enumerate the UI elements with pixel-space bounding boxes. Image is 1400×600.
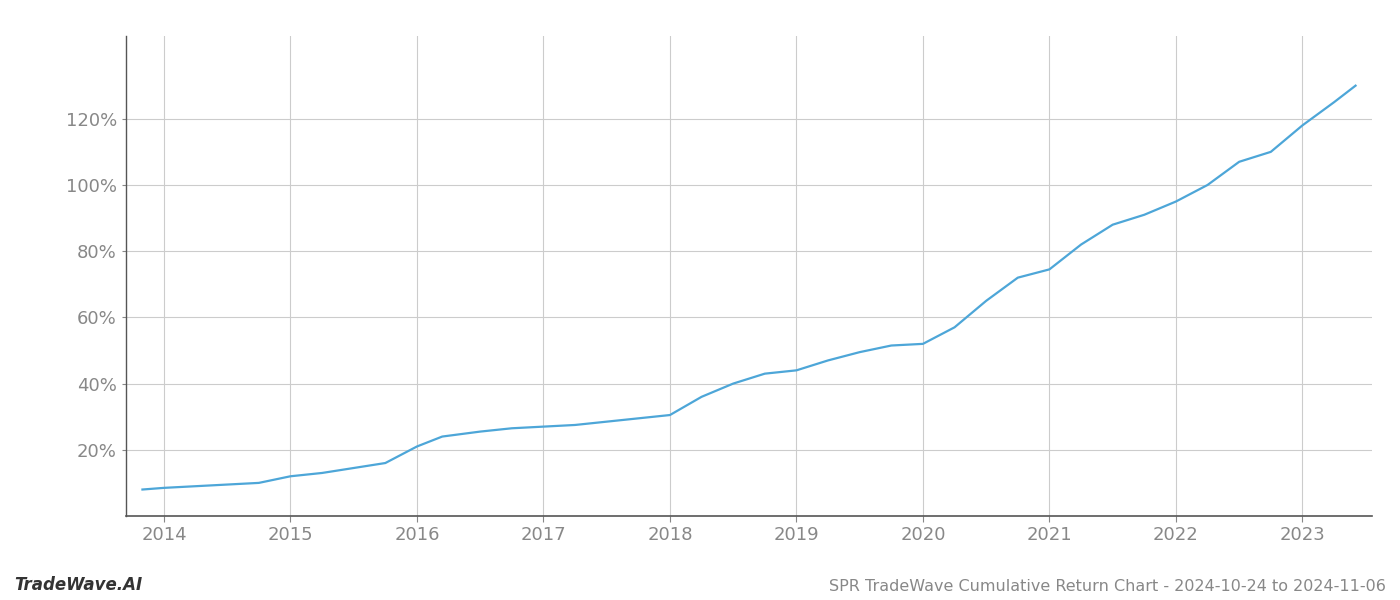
Text: TradeWave.AI: TradeWave.AI: [14, 576, 143, 594]
Text: SPR TradeWave Cumulative Return Chart - 2024-10-24 to 2024-11-06: SPR TradeWave Cumulative Return Chart - …: [829, 579, 1386, 594]
